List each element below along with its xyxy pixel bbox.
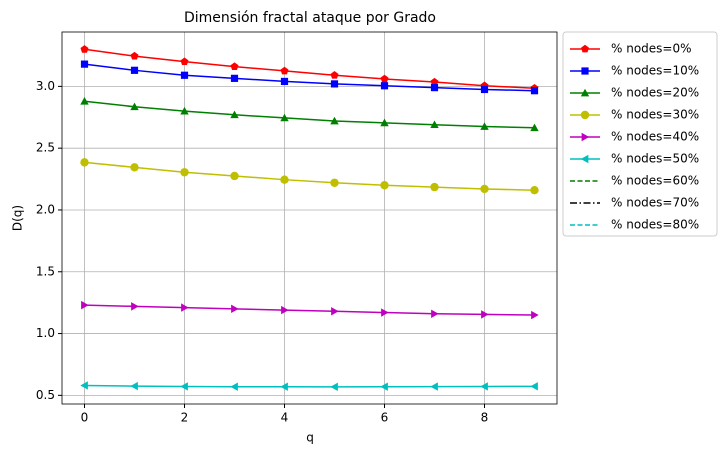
marker <box>530 123 539 132</box>
marker <box>380 74 389 83</box>
marker <box>581 44 589 53</box>
series-line <box>84 384 535 388</box>
series-line <box>84 100 535 129</box>
marker <box>330 178 339 187</box>
series-line <box>84 304 535 316</box>
marker <box>130 102 139 111</box>
marker <box>180 71 189 79</box>
marker <box>380 82 389 90</box>
y-tick-label: 1.0 <box>36 326 55 340</box>
marker <box>380 118 389 127</box>
marker <box>181 303 189 312</box>
marker <box>80 381 88 390</box>
marker <box>531 310 539 320</box>
marker <box>131 302 139 311</box>
marker <box>480 122 489 130</box>
legend-label: % nodes=20% <box>611 86 699 100</box>
marker <box>80 45 89 53</box>
marker <box>430 382 438 391</box>
marker <box>430 120 439 129</box>
marker <box>80 97 89 105</box>
marker <box>381 308 389 317</box>
marker <box>481 310 489 319</box>
marker <box>581 67 589 75</box>
marker <box>330 116 339 125</box>
marker <box>180 382 188 391</box>
marker <box>230 110 239 119</box>
marker <box>281 305 289 315</box>
y-tick-label: 0.5 <box>36 388 55 402</box>
legend-label: % nodes=50% <box>611 152 699 166</box>
legend-label: % nodes=60% <box>611 174 699 188</box>
marker <box>231 304 239 314</box>
marker <box>230 74 239 82</box>
marker <box>230 382 238 391</box>
marker <box>80 60 89 68</box>
marker <box>430 182 439 192</box>
marker <box>580 154 589 164</box>
legend-label: % nodes=0% <box>611 42 692 56</box>
marker <box>130 66 139 74</box>
marker <box>280 175 289 184</box>
series-line <box>84 48 535 89</box>
marker <box>280 382 288 391</box>
marker <box>81 300 89 310</box>
marker <box>331 307 339 316</box>
marker <box>330 80 339 88</box>
legend-label: % nodes=10% <box>611 64 699 78</box>
y-tick-label: 3.0 <box>36 79 55 93</box>
legend-label: % nodes=70% <box>611 196 699 210</box>
marker <box>130 163 139 172</box>
marker <box>330 71 339 79</box>
marker <box>580 88 590 97</box>
x-tick-label: 0 <box>81 411 89 425</box>
marker <box>280 66 289 75</box>
y-tick-label: 1.5 <box>36 264 55 278</box>
marker <box>480 382 488 391</box>
y-tick-label: 2.5 <box>36 141 55 155</box>
y-axis-label: D(q) <box>11 205 25 231</box>
marker <box>180 168 189 177</box>
marker <box>180 57 189 66</box>
plot-frame <box>61 31 558 405</box>
marker <box>430 77 439 86</box>
marker <box>80 158 89 167</box>
y-tick-label: 2.0 <box>36 202 55 216</box>
x-tick-label: 8 <box>481 411 489 425</box>
marker <box>130 51 139 60</box>
marker <box>480 184 489 194</box>
marker <box>430 84 439 92</box>
marker <box>280 77 289 86</box>
marker <box>230 171 239 181</box>
x-tick-label: 4 <box>281 411 289 425</box>
x-tick-label: 2 <box>181 411 189 425</box>
legend-label: % nodes=80% <box>611 218 699 232</box>
marker <box>230 62 239 71</box>
marker <box>380 382 388 391</box>
x-tick-label: 6 <box>381 411 389 425</box>
marker <box>530 87 539 95</box>
marker <box>530 382 538 391</box>
legend-label: % nodes=30% <box>611 108 699 122</box>
marker <box>480 85 489 94</box>
marker <box>431 309 439 318</box>
marker <box>330 382 338 392</box>
marker <box>581 132 590 142</box>
chart-title: Dimensión fractal ataque por Grado <box>184 10 436 26</box>
series-line <box>84 161 535 191</box>
legend-box <box>562 31 718 237</box>
x-axis-label: q <box>306 431 314 445</box>
marker <box>380 181 389 190</box>
marker <box>130 381 138 391</box>
legend-label: % nodes=40% <box>611 130 699 144</box>
marker <box>280 113 289 122</box>
marker <box>530 185 539 195</box>
series-line <box>84 63 535 92</box>
marker <box>580 110 590 120</box>
marker <box>180 106 189 115</box>
